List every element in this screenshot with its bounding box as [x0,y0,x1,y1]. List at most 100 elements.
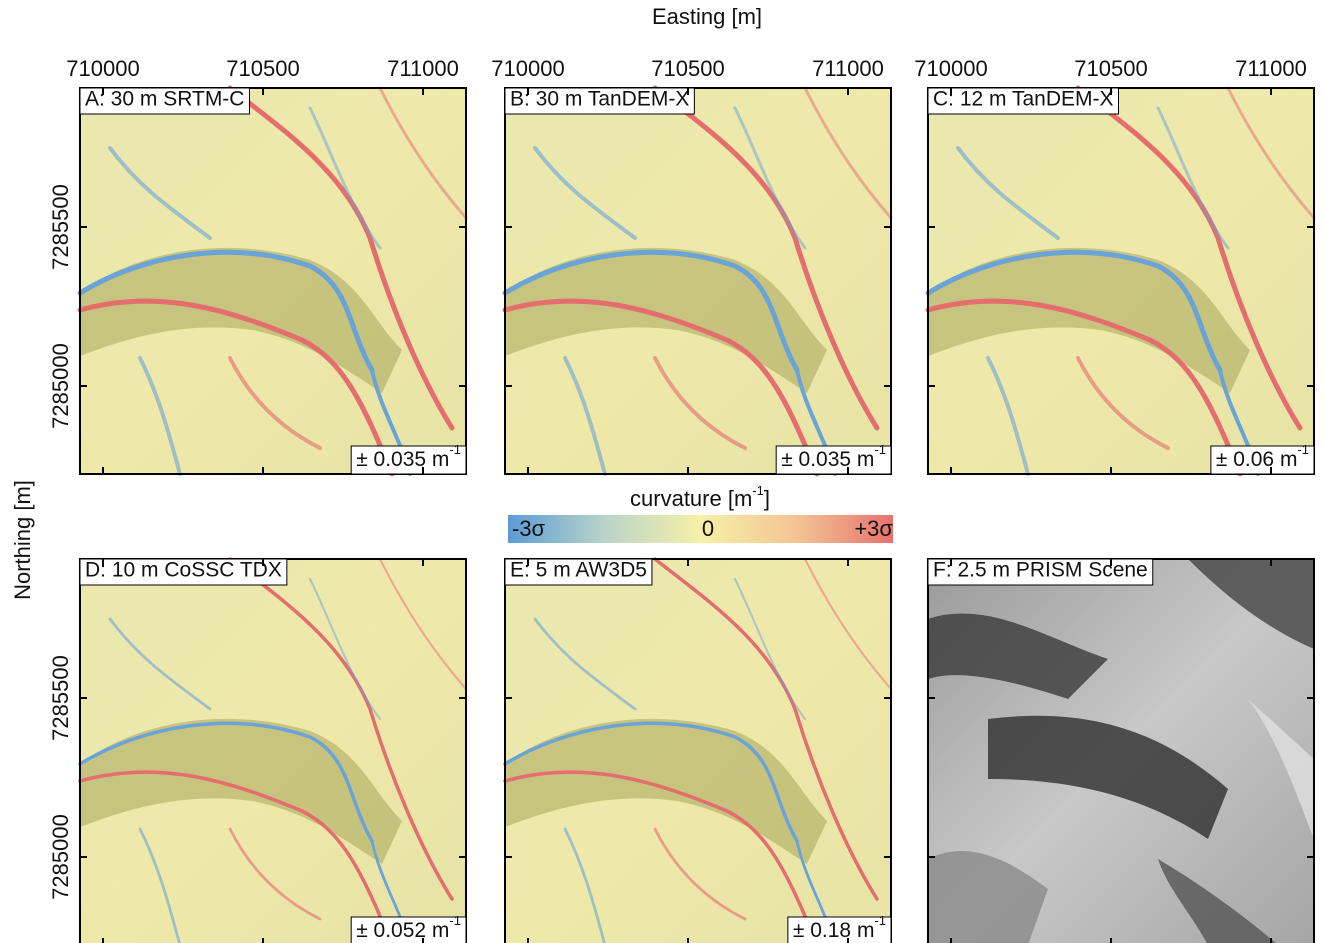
terrain-shade [928,851,1048,943]
y-tick-label: 7285000 [48,814,73,900]
curvature-feature [228,356,322,450]
y-tick-label: 7285500 [48,655,73,741]
map-panel: A: 30 m SRTM-C ± 0.035 m-1 [77,85,468,477]
x-tick-label: 710500 [226,56,299,81]
scale-label-box [350,445,467,475]
curvature-feature [502,249,800,373]
curvature-feature [1075,85,1303,431]
y-tick-label: 7285000 [48,343,73,429]
curvature-feature [653,356,747,450]
colorbar-label: 0 [702,516,714,541]
curvature-feature [227,85,455,431]
curvature-feature [653,557,879,901]
curvature-feature [1156,106,1230,250]
curvature-feature [803,86,893,220]
panel-title: B: 30 m TanDEM-X [510,88,689,111]
curvature-feature [308,106,382,250]
curvature-feature [77,249,375,373]
panel-title: E: 5 m AW3D5 [510,559,647,582]
curvature-feature [503,770,819,943]
curvature-feature [928,247,1250,393]
panel-title-box [504,558,653,586]
scale-label-box [350,916,467,943]
scale-label: ± 0.052 m-1 [356,913,461,941]
curvature-feature [378,557,468,691]
x-axis-label: Easting [m] [652,4,762,29]
x-tick-label: 710000 [66,56,139,81]
curvature-feature [652,85,880,431]
curvature-feature [78,721,374,843]
x-tick-label: 711000 [387,56,459,81]
panel-frame [504,558,892,943]
map-image [505,559,891,943]
scale-label-box [775,445,892,475]
y-axis-label: Northing [m] [10,480,35,600]
terrain-shade [1188,559,1314,649]
panel-title: A: 30 m SRTM-C [85,88,244,111]
panel-frame [927,87,1315,475]
panel-title-box [79,558,288,586]
map-panel: E: 5 m AW3D5 ± 0.18 m-1 [503,557,893,943]
panel-title-box [927,558,1154,586]
curvature-feature [653,827,747,921]
curvature-feature [733,106,807,250]
x-tick-label: 710000 [914,56,987,81]
colorbar: curvature [m-1] -3σ 0 +3σ [508,483,893,543]
scale-label-box [787,916,892,943]
scale-label: ± 0.18 m-1 [793,913,886,941]
x-tick-label: 710500 [1074,56,1147,81]
curvature-feature [533,146,637,240]
curvature-feature [138,827,181,943]
curvature-feature [925,249,1223,373]
curvature-feature [378,86,468,220]
curvature-feature [503,721,799,843]
curvature-feature [505,718,827,864]
scale-label-box [1210,445,1315,475]
map-panel: C: 12 m TanDEM-X ± 0.06 m-1 [925,85,1316,477]
curvature-feature [1076,356,1170,450]
map-image [80,559,466,943]
map-panel: D: 10 m CoSSC TDX ± 0.052 m-1 [78,557,468,943]
curvature-feature [803,557,893,691]
panel-title: D: 10 m CoSSC TDX [85,559,282,582]
terrain-shade [1158,859,1276,943]
panel-title-box [504,87,695,115]
x-tick-label: 710500 [651,56,724,81]
curvature-feature [108,617,212,711]
curvature-feature [733,577,807,721]
curvature-feature [108,146,212,240]
terrain-shade [1248,699,1314,839]
curvature-feature [138,356,182,476]
panel-title-box [79,87,250,115]
curvature-feature [502,298,820,477]
colorbar-label: -3σ [512,516,546,541]
terrain-shade [988,715,1228,839]
curvature-feature [925,298,1243,477]
colorbar-label: +3σ [854,516,893,541]
curvature-feature [986,356,1030,476]
y-tick-label: 7285500 [48,184,73,270]
curvature-feature [228,827,322,921]
curvature-feature [308,577,382,721]
scale-label: ± 0.06 m-1 [1216,442,1309,470]
curvature-feature [1226,86,1316,220]
curvature-feature [80,718,402,864]
curvature-feature [533,617,637,711]
curvature-feature [78,770,394,943]
map-panel: B: 30 m TanDEM-X ± 0.035 m-1 [502,85,893,477]
x-tick-label: 710000 [491,56,564,81]
terrain-shade [928,613,1108,699]
curvature-feature [505,247,827,393]
map-image [80,88,466,474]
curvature-feature [956,146,1060,240]
curvature-feature [77,298,395,477]
map-panel: F: 2.5 m PRISM Scene [927,558,1315,943]
colorbar-title: curvature [m-1] [630,483,770,510]
map-image [505,88,891,474]
curvature-feature [80,247,402,393]
scale-label: ± 0.035 m-1 [781,442,886,470]
panel-frame [504,87,892,475]
panel-title-box [927,87,1119,115]
